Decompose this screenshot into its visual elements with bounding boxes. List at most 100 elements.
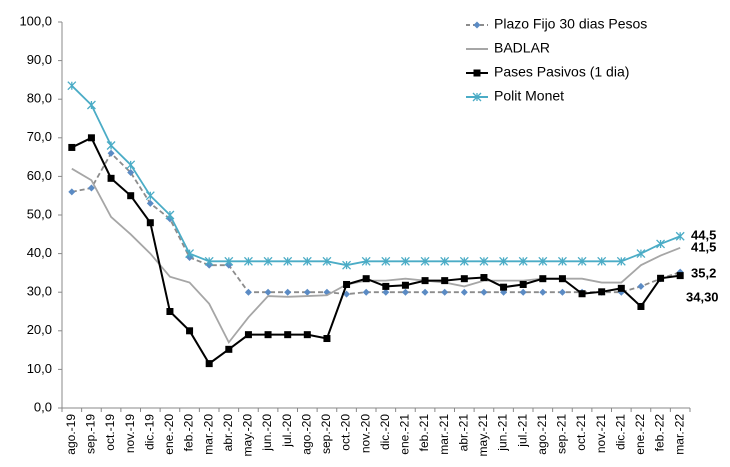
x-tick-label: ene.-20 — [162, 414, 176, 455]
data-point — [578, 290, 586, 298]
data-point — [637, 302, 645, 310]
y-tick-label: 30,0 — [27, 284, 52, 299]
y-tick-label: 40,0 — [27, 245, 52, 260]
x-tick-label: nov.-19 — [123, 414, 137, 453]
data-point — [519, 288, 527, 296]
data-point — [126, 160, 136, 170]
x-tick-label: mar.-22 — [672, 414, 686, 455]
x-tick-label: ago.-20 — [299, 414, 313, 455]
legend-item: Plazo Fijo 30 dias Pesos — [466, 16, 647, 32]
y-tick-label: 20,0 — [27, 322, 52, 337]
x-tick-label: dic.-19 — [142, 414, 156, 450]
data-point — [401, 281, 409, 289]
x-tick-label: ene.-22 — [633, 414, 647, 455]
data-point — [440, 256, 450, 266]
x-tick-label: dic.-20 — [378, 414, 392, 450]
x-tick-label: nov.-20 — [358, 414, 372, 453]
data-point — [616, 256, 626, 266]
x-tick-label: sep.-19 — [84, 414, 98, 454]
x-tick-label: may.-21 — [476, 414, 490, 457]
data-point — [86, 100, 96, 110]
data-point — [656, 239, 666, 249]
y-tick-label: 0,0 — [34, 399, 52, 414]
y-tick-label: 70,0 — [27, 129, 52, 144]
data-point — [539, 288, 547, 296]
data-point — [400, 256, 410, 266]
data-point — [480, 288, 488, 296]
legend-label: Polit Monet — [494, 88, 564, 104]
series-line — [71, 85, 681, 267]
legend-label: BADLAR — [494, 40, 550, 56]
data-point — [165, 210, 175, 220]
data-point — [421, 277, 429, 285]
y-tick-label: 50,0 — [27, 206, 52, 221]
data-point — [538, 256, 548, 266]
data-point — [420, 256, 430, 266]
annotation: 44,5 — [691, 227, 716, 242]
data-point — [166, 308, 174, 315]
series-line — [71, 167, 681, 345]
data-point — [106, 141, 116, 150]
data-point — [107, 174, 115, 182]
data-point — [68, 188, 76, 196]
data-point — [459, 256, 469, 266]
x-tick-label: oct.-21 — [574, 414, 588, 451]
data-point — [185, 249, 195, 259]
data-point — [323, 335, 331, 343]
data-point — [500, 283, 508, 291]
data-point — [382, 288, 390, 296]
annotation: 35,2 — [691, 265, 716, 280]
data-point — [322, 256, 332, 266]
data-point — [284, 288, 292, 296]
data-point — [675, 231, 685, 241]
data-point — [127, 169, 135, 177]
data-point — [637, 282, 645, 290]
x-tick-label: oct.-20 — [339, 414, 353, 451]
data-point — [479, 256, 489, 266]
data-point — [225, 345, 233, 353]
x-tick-label: jun.-21 — [496, 414, 510, 452]
legend-marker — [472, 92, 482, 102]
data-point — [362, 275, 370, 283]
data-point — [421, 288, 429, 296]
x-tick-label: abr.-21 — [456, 414, 470, 452]
legend-marker — [473, 69, 481, 77]
data-point — [302, 256, 312, 266]
x-tick-label: dic.-21 — [613, 414, 627, 450]
data-point — [558, 275, 566, 283]
data-point — [244, 331, 252, 339]
data-point — [499, 256, 509, 266]
data-point — [283, 256, 293, 266]
x-tick-label: ago.-21 — [535, 414, 549, 455]
data-point — [460, 288, 468, 296]
x-tick-label: jun.-20 — [260, 414, 274, 452]
data-point — [145, 191, 155, 201]
data-point — [381, 256, 391, 266]
legend-label: Plazo Fijo 30 dias Pesos — [494, 16, 647, 32]
data-point — [657, 274, 665, 282]
legend-item: Pases Pasivos (1 dia) — [466, 64, 629, 80]
data-point — [264, 331, 272, 339]
data-point — [441, 288, 449, 296]
data-point — [480, 274, 488, 282]
data-point — [204, 256, 214, 266]
x-tick-label: may.-20 — [241, 414, 255, 457]
legend-item: BADLAR — [466, 40, 550, 56]
x-tick-label: mar.-21 — [437, 414, 451, 455]
data-point — [539, 275, 547, 283]
legend-item: Polit Monet — [466, 88, 564, 104]
x-tick-label: jul.-20 — [280, 414, 294, 448]
data-point — [597, 256, 607, 266]
y-tick-label: 80,0 — [27, 91, 52, 106]
x-tick-label: ene.-21 — [398, 414, 412, 455]
data-point — [598, 288, 606, 296]
x-tick-label: ago.-19 — [64, 414, 78, 455]
x-tick-label: sep.-21 — [555, 414, 569, 454]
data-point — [401, 288, 409, 296]
x-tick-label: mar.-20 — [201, 414, 215, 455]
data-point — [441, 277, 449, 285]
data-point — [87, 184, 95, 192]
y-tick-label: 10,0 — [27, 361, 52, 376]
data-point — [518, 256, 528, 266]
x-tick-label: feb.-22 — [653, 414, 667, 452]
